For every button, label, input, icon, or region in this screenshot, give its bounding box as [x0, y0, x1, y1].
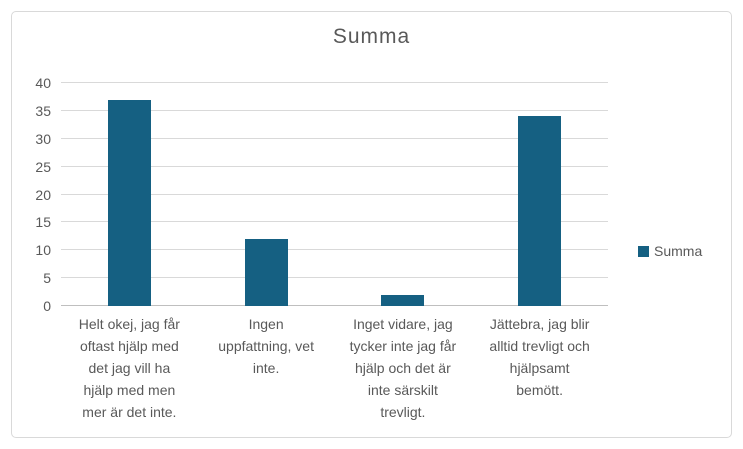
x-category-label: Inget vidare, jag tycker inte jag får hj… [349, 316, 457, 420]
y-tick-label: 0 [43, 298, 51, 314]
y-tick-label: 10 [35, 242, 51, 259]
gridline [61, 193, 608, 195]
x-category-label: Helt okej, jag får oftast hjälp med det … [78, 316, 180, 420]
y-tick-label: 30 [35, 130, 51, 147]
gridline [61, 137, 608, 139]
bar-3 [381, 294, 425, 306]
y-tick-label: 5 [43, 270, 51, 287]
gridline [61, 221, 608, 223]
gridline [61, 82, 608, 83]
y-tick-label: 20 [35, 186, 51, 203]
x-category-label: Ingen uppfattning, vet inte. [218, 316, 314, 376]
y-tick-label: 40 [35, 75, 51, 91]
y-tick-label: 35 [35, 102, 51, 119]
bar-4 [518, 116, 562, 306]
gridline [61, 109, 608, 111]
legend-swatch-icon [638, 245, 649, 257]
x-axis-labels: Helt okej, jag får oftast hjälp med det … [61, 313, 608, 423]
y-axis-labels: 0 5 10 15 20 25 30 35 40 [12, 75, 53, 314]
y-tick-label: 15 [35, 214, 51, 231]
plot-area [61, 82, 608, 306]
legend-label: Summa [654, 243, 703, 259]
gridline [61, 249, 608, 251]
gridline [61, 165, 608, 167]
bar-2 [244, 239, 288, 306]
legend: Summa [638, 243, 702, 259]
chart-title: Summa [332, 25, 411, 48]
y-tick-label: 25 [35, 158, 51, 175]
bar-1 [107, 99, 151, 306]
x-category-label: Jättebra, jag blir alltid trevligt och h… [489, 316, 590, 398]
x-axis-line [61, 305, 608, 306]
gridline [61, 277, 608, 279]
chart-area: Summa 0 5 10 15 20 25 30 35 40 Helt okej, jag få… [11, 11, 732, 438]
